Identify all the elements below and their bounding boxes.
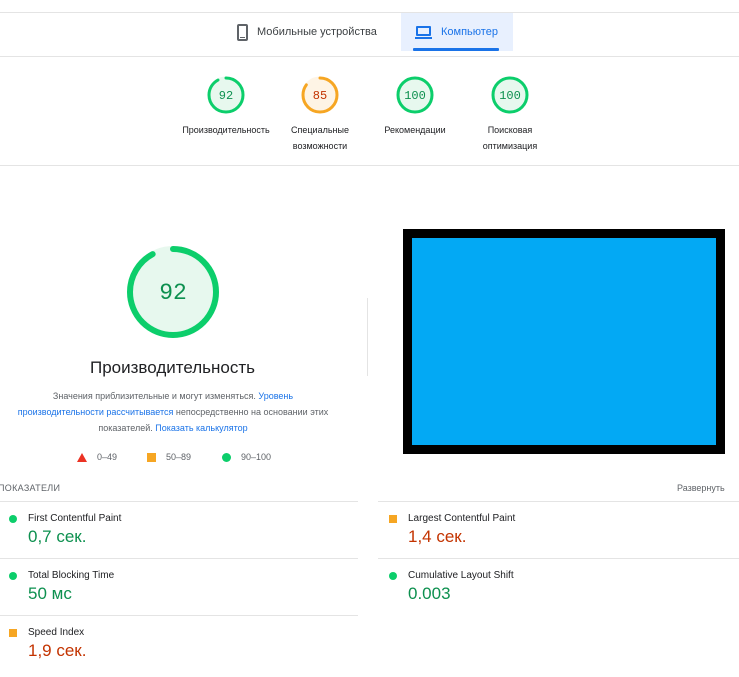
score-gauge: 92 [207, 76, 245, 114]
metric-name: Total Blocking Time [28, 570, 115, 581]
score-gauge: 100 [396, 76, 434, 114]
gauge-score: 100 [499, 89, 521, 103]
page-screenshot-content [412, 238, 716, 445]
metric-name: Speed Index [28, 627, 85, 638]
page-screenshot [403, 229, 725, 454]
gauge-performance[interactable]: 92 Производительность [171, 75, 281, 138]
legend-average: 50–89 [147, 452, 191, 462]
triangle-icon [77, 452, 87, 462]
metric-value: 0,7 сек. [28, 527, 87, 546]
performance-gauge-arc [127, 246, 219, 338]
divider [378, 558, 739, 559]
divider [0, 558, 358, 559]
performance-title: Производительность [89, 358, 255, 377]
metric-value: 1,9 сек. [28, 641, 87, 660]
tab-desktop[interactable]: Компьютер [401, 13, 513, 51]
status-icon [389, 515, 397, 523]
gauge-seo[interactable]: 100 Поисковая оптимизация [455, 75, 565, 154]
status-icon [389, 572, 397, 580]
metrics-header: ПОКАЗАТЕЛИ [0, 483, 61, 493]
score-gauge: 100 [491, 76, 529, 114]
gauge-score: 85 [313, 89, 327, 103]
active-tab-indicator [413, 48, 499, 51]
metric-name: First Contentful Paint [28, 513, 122, 524]
legend-poor: 0–49 [77, 452, 117, 462]
divider [0, 501, 358, 502]
metric-value: 1,4 сек. [408, 527, 467, 546]
top-divider [0, 12, 739, 13]
metric-value: 0.003 [408, 584, 451, 603]
legend-good: 90–100 [222, 452, 271, 462]
gauge-label: Рекомендации [384, 125, 446, 135]
laptop-icon [415, 26, 432, 39]
metric-name: Largest Contentful Paint [408, 513, 516, 524]
vertical-divider [367, 298, 368, 376]
category-summary: 92 Производительность 85 Специальные возм… [0, 57, 739, 166]
tab-mobile[interactable]: Мобильные устройства [231, 13, 401, 51]
status-icon [9, 515, 17, 523]
gauge-score: 92 [219, 89, 233, 103]
status-icon [9, 572, 17, 580]
metric-value: 50 мс [28, 584, 72, 603]
phone-icon [237, 23, 248, 41]
tab-mobile-label: Мобильные устройства [257, 26, 377, 38]
calculator-link[interactable]: Показать калькулятор [155, 423, 248, 433]
performance-description: Значения приблизительные и могут изменят… [17, 391, 329, 433]
score-gauge: 85 [301, 76, 339, 114]
gauge-score: 100 [404, 89, 426, 103]
device-tabs: Мобильные устройства Компьютер [0, 13, 739, 57]
divider [378, 501, 739, 502]
gauge-accessibility[interactable]: 85 Специальные возможности [265, 75, 375, 154]
circle-icon [222, 452, 231, 462]
score-explanation-link[interactable]: Уровень производительности рассчитываетс… [17, 391, 294, 417]
tab-desktop-label: Компьютер [441, 26, 498, 38]
gauge-best-practices[interactable]: 100 Рекомендации [360, 75, 470, 138]
status-icon [9, 629, 17, 637]
expand-toggle[interactable]: Развернуть [677, 483, 725, 493]
gauge-label: Производительность [182, 125, 270, 135]
square-icon [147, 452, 156, 462]
gauge-label: Специальные возможности [291, 125, 349, 151]
divider [0, 615, 358, 616]
performance-score: 92 [159, 280, 187, 306]
performance-gauge: 92 [127, 246, 219, 338]
gauge-label: Поисковая оптимизация [482, 125, 538, 151]
metric-name: Cumulative Layout Shift [408, 570, 514, 581]
